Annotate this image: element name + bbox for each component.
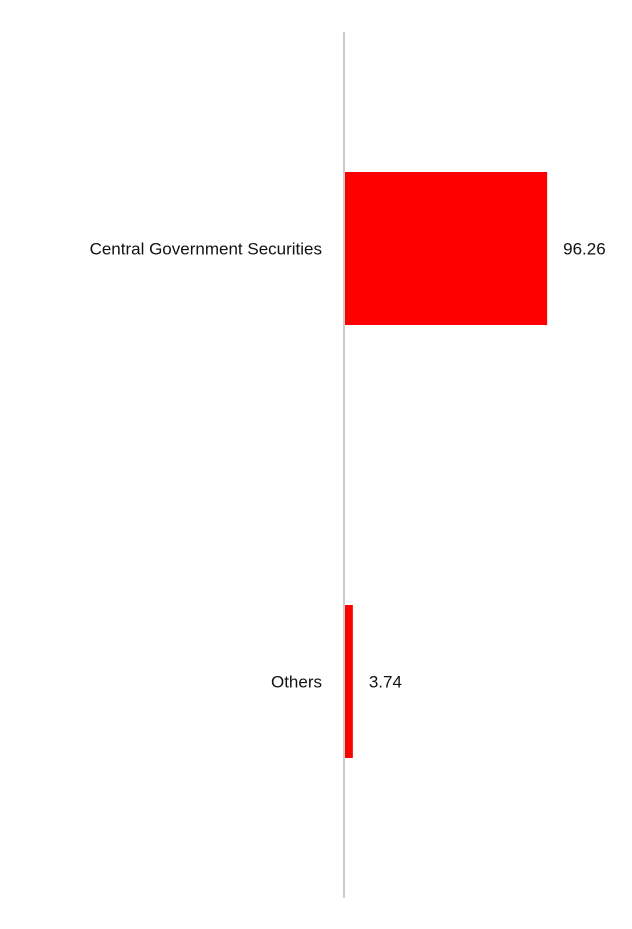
bar-others [345,605,353,758]
labels-layer: Central Government Securities 96.26 Others… [90,240,606,692]
value-label: 96.26 [563,240,606,259]
category-label: Others [271,673,322,692]
category-label: Central Government Securities [90,240,322,259]
bar-central-government-securities [345,172,548,325]
bars-layer [345,172,548,758]
value-label: 3.74 [369,673,402,692]
